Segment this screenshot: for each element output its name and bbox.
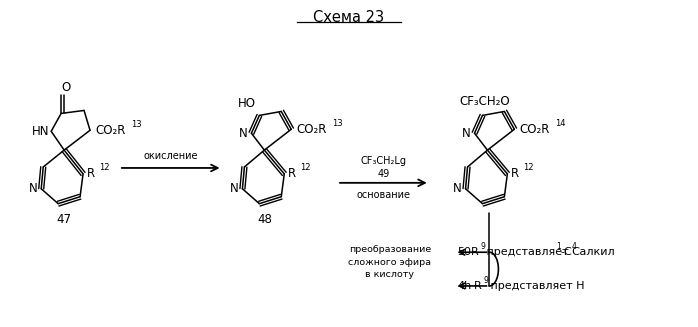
Text: 9: 9 [484, 276, 489, 284]
Text: 9: 9 [480, 242, 485, 251]
Text: N: N [230, 182, 239, 195]
Text: CO₂R: CO₂R [95, 124, 126, 137]
Text: 12: 12 [300, 164, 311, 172]
Text: O: O [61, 81, 70, 94]
Text: N: N [239, 127, 247, 140]
Text: 47: 47 [57, 213, 72, 226]
Text: 50: 50 [458, 247, 472, 257]
Text: 4h: 4h [458, 281, 472, 291]
Text: Схема 23: Схема 23 [313, 10, 385, 25]
Text: N: N [29, 182, 37, 195]
Text: CF₃CH₂O: CF₃CH₂O [459, 95, 510, 108]
Text: -C: -C [560, 247, 572, 257]
Text: 13: 13 [332, 119, 343, 128]
Text: окисление: окисление [144, 151, 198, 161]
Text: алкил: алкил [576, 247, 615, 257]
Text: CF₃CH₂Lg: CF₃CH₂Lg [361, 156, 407, 166]
Text: 49: 49 [378, 169, 390, 179]
Text: 4: 4 [572, 242, 577, 251]
Text: HO: HO [239, 97, 256, 110]
Text: 14: 14 [555, 119, 565, 128]
Text: представляет C: представляет C [484, 247, 580, 257]
Text: HN: HN [31, 125, 49, 138]
Text: R: R [512, 167, 519, 181]
Text: преобразование
сложного эфира
в кислоту: преобразование сложного эфира в кислоту [348, 245, 431, 279]
Text: N: N [453, 182, 461, 195]
Text: 12: 12 [99, 164, 110, 172]
Text: CO₂R: CO₂R [296, 123, 327, 136]
Text: 1: 1 [556, 242, 561, 251]
Text: представляет H: представляет H [487, 281, 585, 291]
Text: 12: 12 [524, 164, 534, 172]
Text: R: R [288, 167, 297, 181]
Text: N: N [462, 127, 470, 140]
Text: 13: 13 [131, 120, 142, 129]
Text: CO₂R: CO₂R [519, 123, 550, 136]
Text: R: R [473, 281, 481, 291]
Text: 48: 48 [257, 213, 272, 226]
Text: основание: основание [357, 190, 411, 200]
Text: R: R [87, 167, 95, 181]
Text: R: R [470, 247, 478, 257]
